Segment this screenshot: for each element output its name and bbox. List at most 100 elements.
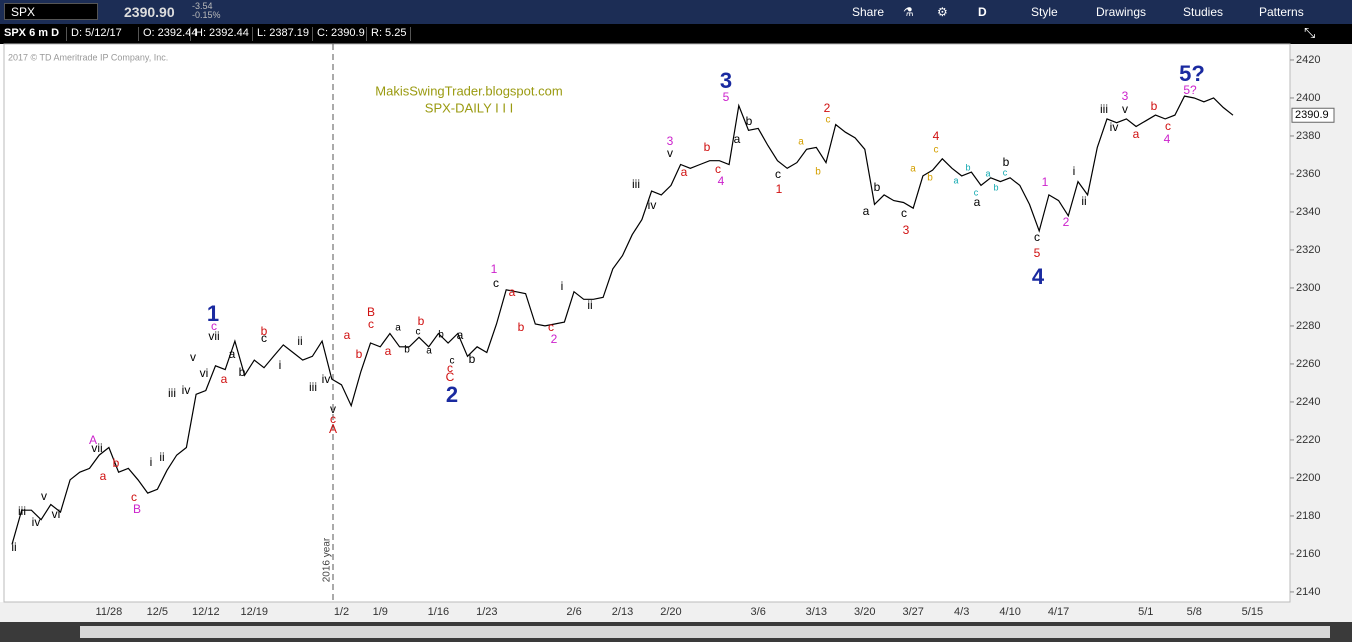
- y-tick-label: 2340: [1296, 206, 1320, 218]
- settings-button[interactable]: ⚙: [937, 5, 948, 19]
- wave-label: b: [239, 365, 246, 379]
- y-tick-label: 2180: [1296, 510, 1320, 522]
- wave-label: a: [734, 132, 741, 146]
- wave-label: a: [395, 323, 401, 334]
- wave-label: a: [798, 137, 804, 148]
- wave-label: b: [404, 345, 410, 356]
- wave-label: a: [426, 346, 432, 357]
- chart-subtitle: SPX-DAILY I I I: [425, 100, 513, 115]
- x-tick-label: 2/13: [612, 606, 633, 618]
- wave-label: vii: [208, 329, 219, 343]
- y-tick-label: 2300: [1296, 282, 1320, 294]
- wave-label: i: [150, 455, 153, 469]
- wave-label: vi: [200, 366, 209, 380]
- wave-label: 3: [720, 68, 732, 93]
- wave-label: c: [330, 412, 336, 426]
- wave-label: a: [681, 165, 688, 179]
- wave-label: c: [934, 145, 939, 156]
- wave-label: b: [993, 182, 998, 192]
- wave-label: iii: [309, 380, 317, 394]
- share-button[interactable]: Share: [852, 5, 885, 19]
- wave-label: i: [561, 279, 564, 293]
- wave-label: iii: [18, 504, 26, 518]
- studies-button[interactable]: Studies: [1183, 5, 1224, 19]
- wave-label: 5: [1034, 246, 1041, 260]
- wave-label: c: [548, 320, 554, 334]
- wave-label: 5?: [1183, 83, 1197, 97]
- wave-label: iv: [648, 198, 657, 212]
- y-tick-label: 2380: [1296, 130, 1320, 142]
- price-line: [11, 95, 1234, 545]
- wave-label: A: [329, 422, 337, 436]
- x-tick-label: 5/1: [1138, 606, 1153, 618]
- wave-label: B: [133, 502, 141, 516]
- wave-label: v: [667, 146, 673, 160]
- wave-label: c: [901, 206, 907, 220]
- wave-label: b: [418, 314, 425, 328]
- y-tick-label: 2240: [1296, 396, 1320, 408]
- wave-label: 1: [1042, 175, 1049, 189]
- wave-label: 2: [446, 382, 458, 407]
- change: -3.54: [192, 1, 213, 11]
- y-tick-label: 2140: [1296, 586, 1320, 598]
- wave-label: c: [826, 115, 831, 126]
- wave-label: A: [89, 433, 97, 447]
- change-pct: -0.15%: [192, 10, 221, 20]
- y-tick-label: 2220: [1296, 434, 1320, 446]
- wave-label: ii: [159, 450, 164, 464]
- wave-label: B: [367, 305, 375, 319]
- symbol-input[interactable]: SPX: [4, 3, 98, 20]
- x-tick-label: 3/27: [903, 606, 924, 618]
- y-tick-label: 2420: [1296, 54, 1320, 66]
- wave-label: b: [356, 347, 363, 361]
- wave-label: b: [1151, 99, 1158, 113]
- y-tick-label: 2160: [1296, 548, 1320, 560]
- wave-label: c: [715, 162, 721, 176]
- chart-title: MakisSwingTrader.blogspot.com: [375, 83, 562, 98]
- x-tick-label: 4/10: [999, 606, 1020, 618]
- wave-label: c: [368, 317, 374, 331]
- wave-label: iii: [1100, 102, 1108, 116]
- toggle-icon[interactable]: ⤡: [1304, 25, 1315, 41]
- x-tick-label: 12/12: [192, 606, 220, 618]
- x-tick-label: 1/23: [476, 606, 497, 618]
- wave-label: iv: [32, 515, 41, 529]
- wave-label: vi: [52, 507, 61, 521]
- x-tick-label: 4/3: [954, 606, 969, 618]
- wave-label: c: [211, 319, 217, 333]
- separator-label: 2016 year: [322, 537, 333, 582]
- info-bar: SPX 6 m D D: 5/12/17 O: 2392.44 H: 2392.…: [0, 24, 1352, 44]
- wave-label: 4: [933, 129, 940, 143]
- wave-label: b: [469, 352, 476, 366]
- x-tick-label: 5/15: [1242, 606, 1263, 618]
- wave-label: 2: [551, 332, 558, 346]
- wave-label: iv: [1110, 120, 1119, 134]
- info-low: L: 2387.19: [252, 27, 309, 41]
- info-range: R: 5.25: [366, 27, 406, 41]
- wave-label: vii: [91, 441, 102, 455]
- wave-label: 1: [207, 301, 219, 326]
- wave-label: 3: [903, 223, 910, 237]
- wave-label: a: [863, 204, 870, 218]
- y-tick-label: 2260: [1296, 358, 1320, 370]
- wave-label: ii: [11, 540, 16, 554]
- style-button[interactable]: Style: [1031, 5, 1058, 19]
- drawings-button[interactable]: Drawings: [1096, 5, 1147, 19]
- wave-label: 2: [824, 101, 831, 115]
- lab-button[interactable]: ⚗: [903, 5, 914, 19]
- wave-label: c: [261, 331, 267, 345]
- info-close: C: 2390.9: [312, 27, 365, 41]
- scrollbar-thumb[interactable]: [80, 626, 1330, 638]
- period-button[interactable]: D: [978, 5, 987, 19]
- wave-label: a: [985, 168, 990, 178]
- wave-label: c: [416, 327, 421, 338]
- wave-label: 4: [1164, 132, 1171, 146]
- x-axis-area: [0, 602, 1290, 622]
- last-price-box: [1291, 107, 1335, 123]
- wave-label: c: [1165, 119, 1171, 133]
- info-date: D: 5/12/17: [66, 27, 122, 41]
- patterns-button[interactable]: Patterns: [1259, 5, 1304, 19]
- y-tick-label: 2400: [1296, 92, 1320, 104]
